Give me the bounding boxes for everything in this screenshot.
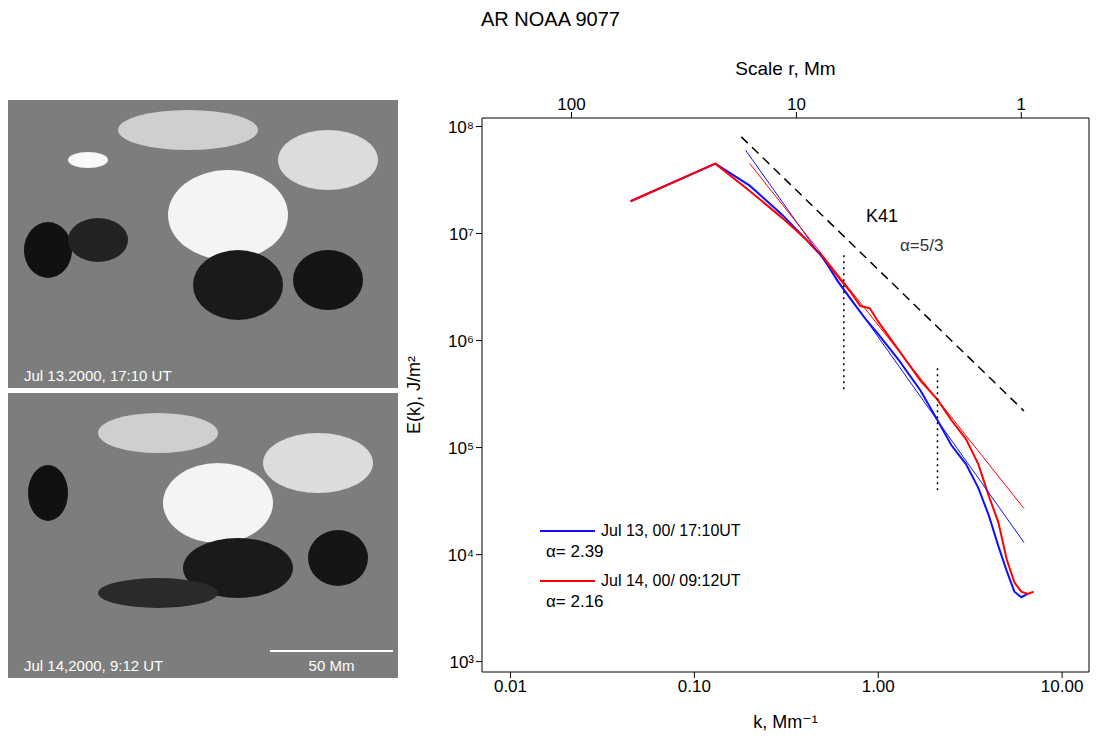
html-text:α=5/3: α=5/3 — [900, 236, 944, 255]
svg-text:10⁶: 10⁶ — [448, 332, 474, 351]
svg-text:E(k), J/m²: E(k), J/m² — [404, 356, 424, 434]
html-text:K41: K41 — [866, 206, 898, 226]
html-text:α= 2.39: α= 2.39 — [546, 542, 604, 561]
svg-text:10: 10 — [787, 95, 806, 114]
html-text:Scale r, Mm: Scale r, Mm — [735, 58, 836, 79]
html-text:Jul 13, 00/ 17:10UT: Jul 13, 00/ 17:10UT — [601, 522, 741, 539]
svg-text:0.10: 0.10 — [678, 677, 711, 696]
svg-text:10.00: 10.00 — [1041, 677, 1084, 696]
svg-text:10³: 10³ — [449, 653, 474, 672]
html-text:50 Mm: 50 Mm — [308, 657, 355, 674]
svg-text:10⁴: 10⁴ — [448, 546, 474, 565]
svg-text:1.00: 1.00 — [862, 677, 895, 696]
svg-text:k, Mm⁻¹: k, Mm⁻¹ — [753, 712, 818, 732]
html-text:α= 2.16: α= 2.16 — [546, 592, 604, 611]
svg-text:10⁷: 10⁷ — [449, 225, 474, 244]
html-text:Jul 13.2000, 17:10 UT: Jul 13.2000, 17:10 UT — [24, 367, 172, 384]
html-text:AR NOAA 9077: AR NOAA 9077 — [481, 8, 620, 30]
svg-text:10⁵: 10⁵ — [448, 439, 474, 458]
svg-text:100: 100 — [557, 95, 585, 114]
svg-text:10⁸: 10⁸ — [448, 118, 474, 137]
html-text:Jul 14, 00/ 09:12UT: Jul 14, 00/ 09:12UT — [601, 572, 741, 589]
svg-text:1: 1 — [1017, 95, 1026, 114]
html-text:Jul 14,2000, 9:12 UT: Jul 14,2000, 9:12 UT — [24, 657, 164, 674]
svg-text:0.01: 0.01 — [494, 677, 527, 696]
